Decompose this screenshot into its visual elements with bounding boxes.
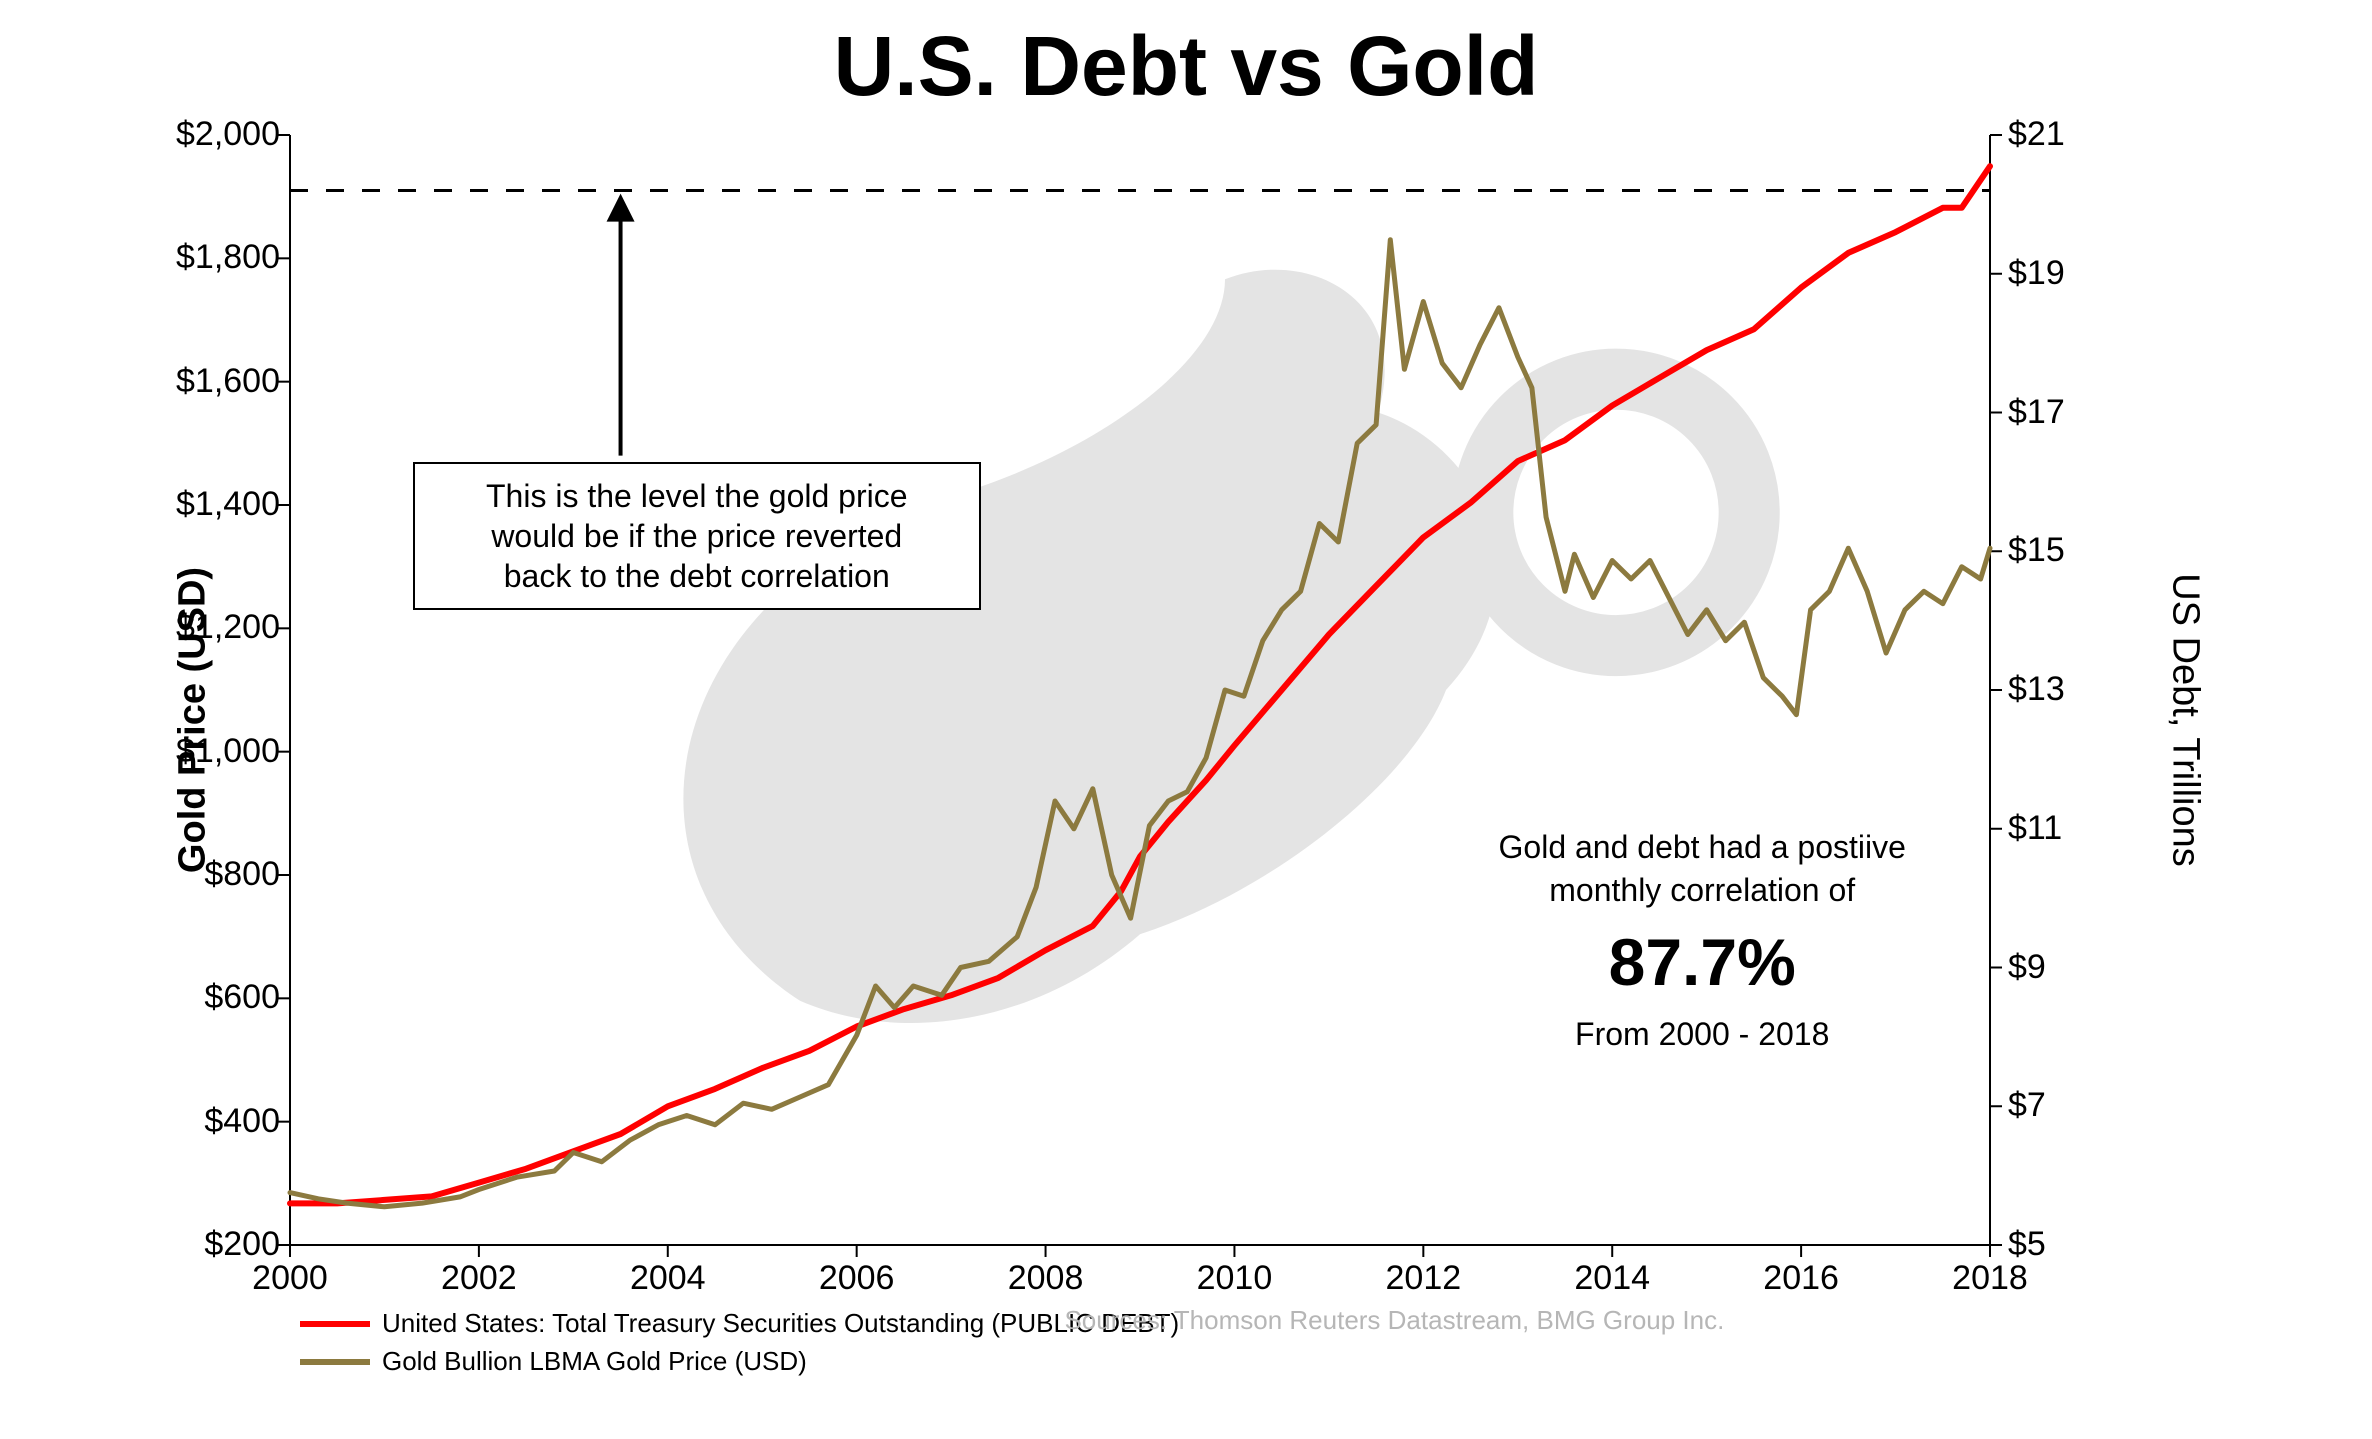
legend-row-gold: Gold Bullion LBMA Gold Price (USD)	[300, 1343, 1179, 1381]
correlation-line3: From 2000 - 2018	[1442, 1013, 1962, 1056]
axis-tick-label: $400	[140, 1102, 280, 1141]
legend-row-debt: United States: Total Treasury Securities…	[300, 1305, 1179, 1343]
axis-tick-label: $1,000	[140, 732, 280, 771]
axis-tick-label: $1,800	[140, 238, 280, 277]
axis-tick-label: 2014	[1562, 1259, 1662, 1298]
legend: United States: Total Treasury Securities…	[300, 1305, 1179, 1380]
correlation-annotation: Gold and debt had a postiive monthly cor…	[1442, 826, 1962, 1057]
axis-tick-label: $17	[2008, 393, 2108, 432]
axis-tick-label: 2018	[1940, 1259, 2040, 1298]
axis-tick-label: $2,000	[140, 115, 280, 154]
legend-swatch-gold	[300, 1359, 370, 1365]
axis-tick-label: 2010	[1184, 1259, 1284, 1298]
axis-tick-label: $1,400	[140, 485, 280, 524]
axis-tick-label: $11	[2008, 809, 2108, 848]
axis-tick-label: $21	[2008, 115, 2108, 154]
axis-tick-label: 2000	[240, 1259, 340, 1298]
axis-tick-label: 2008	[996, 1259, 1096, 1298]
legend-label-debt: United States: Total Treasury Securities…	[382, 1305, 1179, 1343]
legend-swatch-debt	[300, 1321, 370, 1327]
correlation-value: 87.7%	[1442, 918, 1962, 1007]
axis-tick-label: 2004	[618, 1259, 718, 1298]
axis-tick-label: $9	[2008, 948, 2108, 987]
axis-tick-label: $1,600	[140, 362, 280, 401]
correlation-line2: monthly correlation of	[1442, 869, 1962, 912]
axis-tick-label: $15	[2008, 531, 2108, 570]
axis-tick-label: $600	[140, 978, 280, 1017]
legend-label-gold: Gold Bullion LBMA Gold Price (USD)	[382, 1343, 807, 1381]
axis-tick-label: $19	[2008, 254, 2108, 293]
axis-tick-label: $1,200	[140, 608, 280, 647]
axis-tick-label: 2016	[1751, 1259, 1851, 1298]
axis-tick-label: 2002	[429, 1259, 529, 1298]
axis-tick-label: 2006	[807, 1259, 907, 1298]
axis-tick-label: $7	[2008, 1086, 2108, 1125]
axis-tick-label: $800	[140, 855, 280, 894]
callout-annotation: This is the level the gold pricewould be…	[413, 462, 981, 610]
sources-text: Sources: Thomson Reuters Datastream, BMG…	[1064, 1305, 1724, 1336]
correlation-line1: Gold and debt had a postiive	[1442, 826, 1962, 869]
chart-canvas	[0, 0, 2372, 1439]
axis-tick-label: 2012	[1373, 1259, 1473, 1298]
axis-tick-label: $13	[2008, 670, 2108, 709]
